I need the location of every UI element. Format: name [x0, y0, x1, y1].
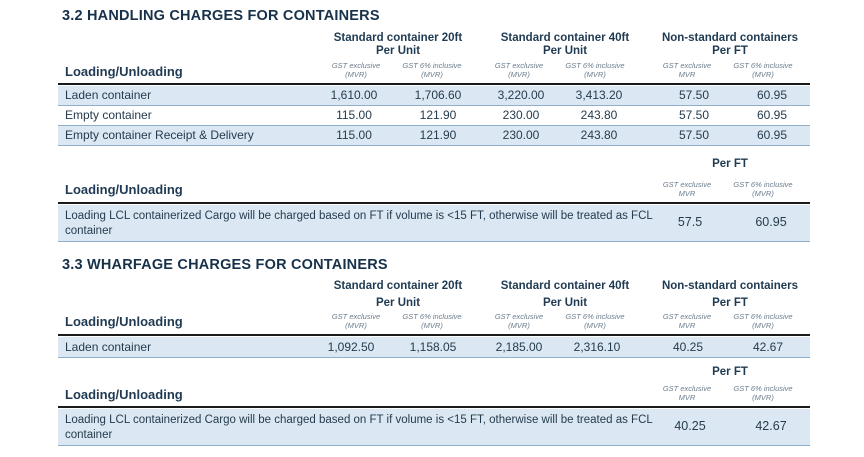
table-row: Loading LCL containerized Cargo will be … — [58, 205, 810, 242]
group-header-line1: Standard container 40ft — [500, 280, 630, 292]
subheader: GST exclusive (MVR) — [331, 312, 381, 330]
subheader: GST exclusive MVR — [662, 312, 712, 330]
subheader: GST 6% inclusive (MVR) — [733, 312, 793, 330]
group-header-line2: Per FT — [712, 297, 748, 309]
row-label-header: Loading/Unloading — [65, 314, 183, 329]
value-cell: 3,220.00 — [497, 88, 545, 102]
table-row: Laden container 1,610.00 1,706.60 3,220.… — [58, 86, 810, 106]
value-cell: 3,413.20 — [575, 88, 623, 102]
value-cell: 60.95 — [756, 128, 788, 142]
value-cell: 2,316.10 — [573, 340, 621, 354]
group-header-line1: Standard container 40ft — [500, 32, 630, 44]
subheader: GST 6% inclusive (MVR) — [733, 61, 793, 79]
group-header-line1: Standard container 20ft — [333, 32, 463, 44]
value-cell: 60.95 — [756, 108, 788, 122]
group-header-per-ft: Per FT — [712, 158, 748, 170]
table-row: Loading LCL containerized Cargo will be … — [58, 409, 810, 446]
row-label: Empty container Receipt & Delivery — [65, 128, 254, 142]
group-header-20ft: Standard container 20ft Per Unit — [318, 280, 478, 310]
subheader: GST 6% inclusive (MVR) — [402, 312, 462, 330]
divider — [58, 334, 810, 336]
group-header-40ft: Standard container 40ft Per Unit — [485, 32, 645, 58]
group-header-line2: Per Unit — [542, 45, 588, 57]
group-header-nonstandard: Non-standard containers Per FT — [650, 280, 810, 310]
subheader: GST exclusive (MVR) — [331, 61, 381, 79]
group-header-line2: Per Unit — [375, 45, 421, 57]
row-label: Laden container — [65, 340, 152, 354]
value-cell: 57.50 — [678, 128, 710, 142]
value-cell: 60.95 — [756, 88, 788, 102]
divider — [58, 406, 810, 408]
divider — [58, 202, 810, 204]
value-cell: 1,706.60 — [414, 88, 462, 102]
value-cell: 2,185.00 — [495, 340, 543, 354]
group-header-20ft: Standard container 20ft Per Unit — [318, 32, 478, 58]
group-header-line1: Standard container 20ft — [333, 280, 463, 292]
subheader: GST 6% inclusive (MVR) — [733, 180, 793, 198]
lcl-description: Loading LCL containerized Cargo will be … — [65, 414, 653, 441]
value-cell: 243.80 — [580, 128, 618, 142]
value-cell: 40.25 — [674, 419, 706, 433]
value-cell: 1,092.50 — [327, 340, 375, 354]
row-label: Empty container — [65, 108, 152, 122]
table-row: Empty container 115.00 121.90 230.00 243… — [58, 106, 810, 126]
row-label-header: Loading/Unloading — [65, 182, 183, 197]
subheader: GST exclusive (MVR) — [494, 61, 544, 79]
lcl-description: Loading LCL containerized Cargo will be … — [65, 210, 653, 237]
group-header-line2: Per Unit — [542, 297, 588, 309]
table-row: Empty container Receipt & Delivery 115.0… — [58, 126, 810, 146]
row-label-header: Loading/Unloading — [65, 64, 183, 79]
section-title-handling: 3.2 HANDLING CHARGES FOR CONTAINERS — [62, 8, 380, 24]
table-row: Laden container 1,092.50 1,158.05 2,185.… — [58, 337, 810, 358]
subheader: GST exclusive MVR — [662, 384, 712, 402]
value-cell: 60.95 — [755, 215, 787, 229]
value-cell: 1,610.00 — [330, 88, 378, 102]
subheader: GST 6% inclusive (MVR) — [733, 384, 793, 402]
subheader: GST exclusive MVR — [662, 180, 712, 198]
subheader: GST exclusive (MVR) — [494, 312, 544, 330]
value-cell: 57.50 — [678, 88, 710, 102]
value-cell: 230.00 — [502, 128, 540, 142]
subheader: GST exclusive MVR — [662, 61, 712, 79]
section-title-wharfage: 3.3 WHARFAGE CHARGES FOR CONTAINERS — [62, 257, 388, 273]
value-cell: 42.67 — [752, 340, 784, 354]
value-cell: 1,158.05 — [409, 340, 457, 354]
group-header-per-ft: Per FT — [712, 366, 748, 378]
row-label: Laden container — [65, 88, 152, 102]
value-cell: 121.90 — [419, 108, 457, 122]
group-header-line1: Non-standard containers — [661, 280, 799, 292]
divider — [58, 83, 810, 85]
subheader: GST 6% inclusive (MVR) — [402, 61, 462, 79]
value-cell: 57.50 — [678, 108, 710, 122]
value-cell: 42.67 — [755, 419, 787, 433]
value-cell: 40.25 — [672, 340, 704, 354]
value-cell: 121.90 — [419, 128, 457, 142]
subheader: GST 6% inclusive (MVR) — [565, 61, 625, 79]
value-cell: 243.80 — [580, 108, 618, 122]
group-header-nonstandard: Non-standard containers Per FT — [650, 32, 810, 58]
subheader: GST 6% inclusive (MVR) — [565, 312, 625, 330]
value-cell: 230.00 — [502, 108, 540, 122]
group-header-line2: Per Unit — [375, 297, 421, 309]
group-header-40ft: Standard container 40ft Per Unit — [485, 280, 645, 310]
value-cell: 115.00 — [336, 108, 372, 122]
row-label-header: Loading/Unloading — [65, 387, 183, 402]
value-cell: 57.5 — [677, 215, 703, 229]
value-cell: 115.00 — [336, 128, 372, 142]
group-header-line2: Per FT — [712, 45, 748, 57]
group-header-line1: Non-standard containers — [661, 32, 799, 44]
